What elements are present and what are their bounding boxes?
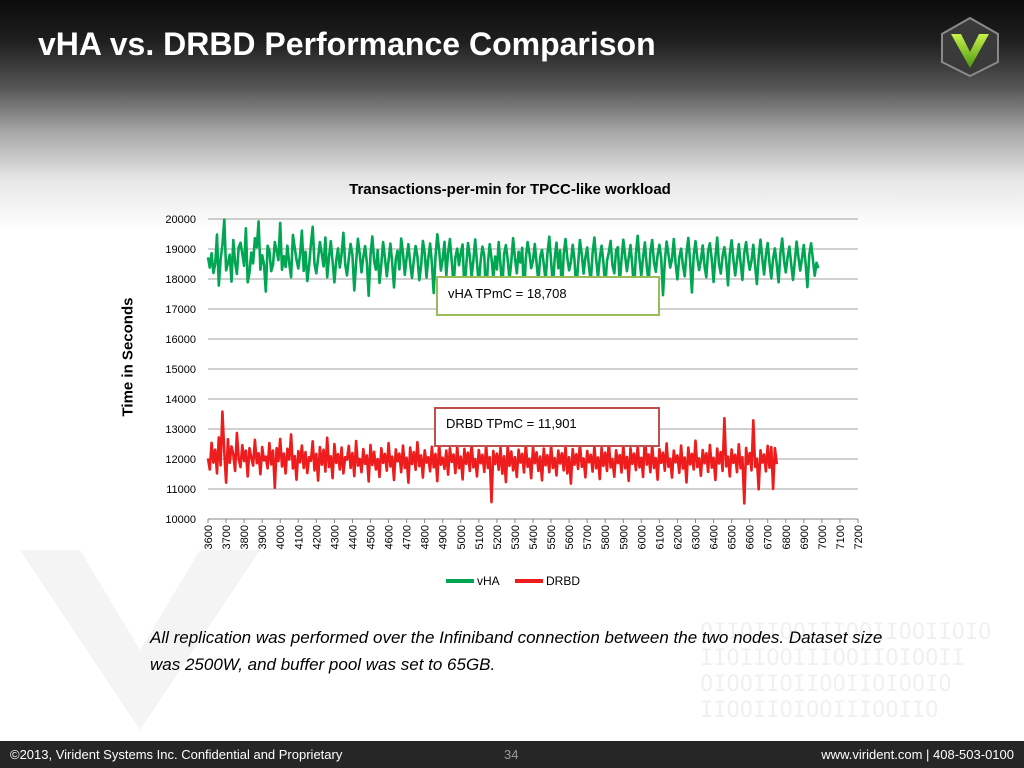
drbd-tpmc-annotation: DRBD TPmC = 11,901 bbox=[434, 407, 660, 447]
legend-item-vha: vHA bbox=[446, 574, 500, 588]
x-tick-label-6600: 6600 bbox=[745, 525, 757, 549]
x-tick-label-6300: 6300 bbox=[691, 525, 703, 549]
x-tick-label-7100: 7100 bbox=[835, 525, 847, 549]
virident-v-logo-icon bbox=[941, 16, 999, 78]
x-tick-label-5000: 5000 bbox=[456, 525, 468, 549]
x-tick-label-5300: 5300 bbox=[510, 525, 522, 549]
x-tick-label-6900: 6900 bbox=[799, 525, 811, 549]
x-tick-label-4300: 4300 bbox=[329, 525, 341, 549]
x-tick-label-5800: 5800 bbox=[600, 525, 612, 549]
vha-tpmc-annotation: vHA TPmC = 18,708 bbox=[436, 276, 660, 316]
x-tick-label-3800: 3800 bbox=[239, 525, 251, 549]
y-tick-label-10000: 10000 bbox=[165, 514, 196, 526]
chart-legend: vHA DRBD bbox=[446, 572, 592, 588]
y-tick-label-15000: 15000 bbox=[165, 364, 196, 376]
y-tick-label-18000: 18000 bbox=[165, 274, 196, 286]
y-tick-label-14000: 14000 bbox=[165, 394, 196, 406]
x-tick-label-4500: 4500 bbox=[366, 525, 378, 549]
x-tick-label-4200: 4200 bbox=[311, 525, 323, 549]
x-tick-label-4800: 4800 bbox=[420, 525, 432, 549]
footer-copyright: ©2013, Virident Systems Inc. Confidentia… bbox=[10, 747, 343, 762]
legend-swatch-drbd bbox=[515, 579, 544, 583]
series-line-drbd bbox=[206, 410, 779, 505]
x-tick-label-6400: 6400 bbox=[709, 525, 721, 549]
x-tick-label-7000: 7000 bbox=[817, 525, 829, 549]
x-tick-label-3600: 3600 bbox=[203, 525, 215, 549]
chart-title: Transactions-per-min for TPCC-like workl… bbox=[349, 181, 671, 198]
y-tick-label-20000: 20000 bbox=[165, 214, 196, 226]
x-tick-label-4000: 4000 bbox=[275, 525, 287, 549]
x-tick-label-4700: 4700 bbox=[402, 525, 414, 549]
x-tick-label-6000: 6000 bbox=[636, 525, 648, 549]
x-tick-label-5100: 5100 bbox=[474, 525, 486, 549]
legend-label-drbd: DRBD bbox=[546, 574, 581, 588]
x-tick-label-5700: 5700 bbox=[582, 525, 594, 549]
slide-title: vHA vs. DRBD Performance Comparison bbox=[38, 26, 656, 62]
y-tick-label-11000: 11000 bbox=[166, 484, 196, 496]
x-tick-label-3900: 3900 bbox=[257, 525, 269, 549]
x-tick-label-6500: 6500 bbox=[727, 525, 739, 549]
slide-footer: ©2013, Virident Systems Inc. Confidentia… bbox=[0, 741, 1024, 768]
series-line-vha bbox=[206, 218, 820, 302]
x-tick-label-7200: 7200 bbox=[853, 525, 865, 549]
y-tick-label-13000: 13000 bbox=[165, 424, 196, 436]
slide-header bbox=[0, 0, 1024, 230]
legend-swatch-vha bbox=[446, 579, 474, 583]
x-tick-label-4400: 4400 bbox=[347, 525, 359, 549]
y-tick-label-17000: 17000 bbox=[165, 304, 196, 316]
background-binary-pattern: OIIOIIOOIIIOOIIOOIIOIO IIOIIOOIIIOOIIOIOO… bbox=[700, 620, 992, 723]
y-tick-label-19000: 19000 bbox=[165, 244, 196, 256]
x-tick-label-6700: 6700 bbox=[763, 525, 775, 549]
x-tick-label-5500: 5500 bbox=[546, 525, 558, 549]
footer-contact: www.virident.com | 408-503-0100 bbox=[821, 747, 1014, 762]
y-tick-label-16000: 16000 bbox=[165, 334, 196, 346]
x-tick-label-5600: 5600 bbox=[564, 525, 576, 549]
x-tick-label-5200: 5200 bbox=[492, 525, 504, 549]
x-tick-label-6200: 6200 bbox=[672, 525, 684, 549]
slide-caption: All replication was performed over the I… bbox=[150, 628, 883, 674]
background-watermark-logo bbox=[20, 550, 260, 730]
x-tick-label-4100: 4100 bbox=[293, 525, 305, 549]
footer-page-number: 34 bbox=[504, 747, 519, 762]
x-tick-label-3700: 3700 bbox=[221, 525, 233, 549]
legend-label-vha: vHA bbox=[477, 574, 500, 588]
x-tick-label-6100: 6100 bbox=[654, 525, 666, 549]
x-tick-label-5400: 5400 bbox=[528, 525, 540, 549]
legend-item-drbd: DRBD bbox=[515, 574, 580, 588]
x-tick-label-4600: 4600 bbox=[384, 525, 396, 549]
x-tick-label-4900: 4900 bbox=[438, 525, 450, 549]
x-tick-label-6800: 6800 bbox=[781, 525, 793, 549]
y-tick-label-12000: 12000 bbox=[165, 454, 196, 466]
x-tick-label-5900: 5900 bbox=[618, 525, 630, 549]
